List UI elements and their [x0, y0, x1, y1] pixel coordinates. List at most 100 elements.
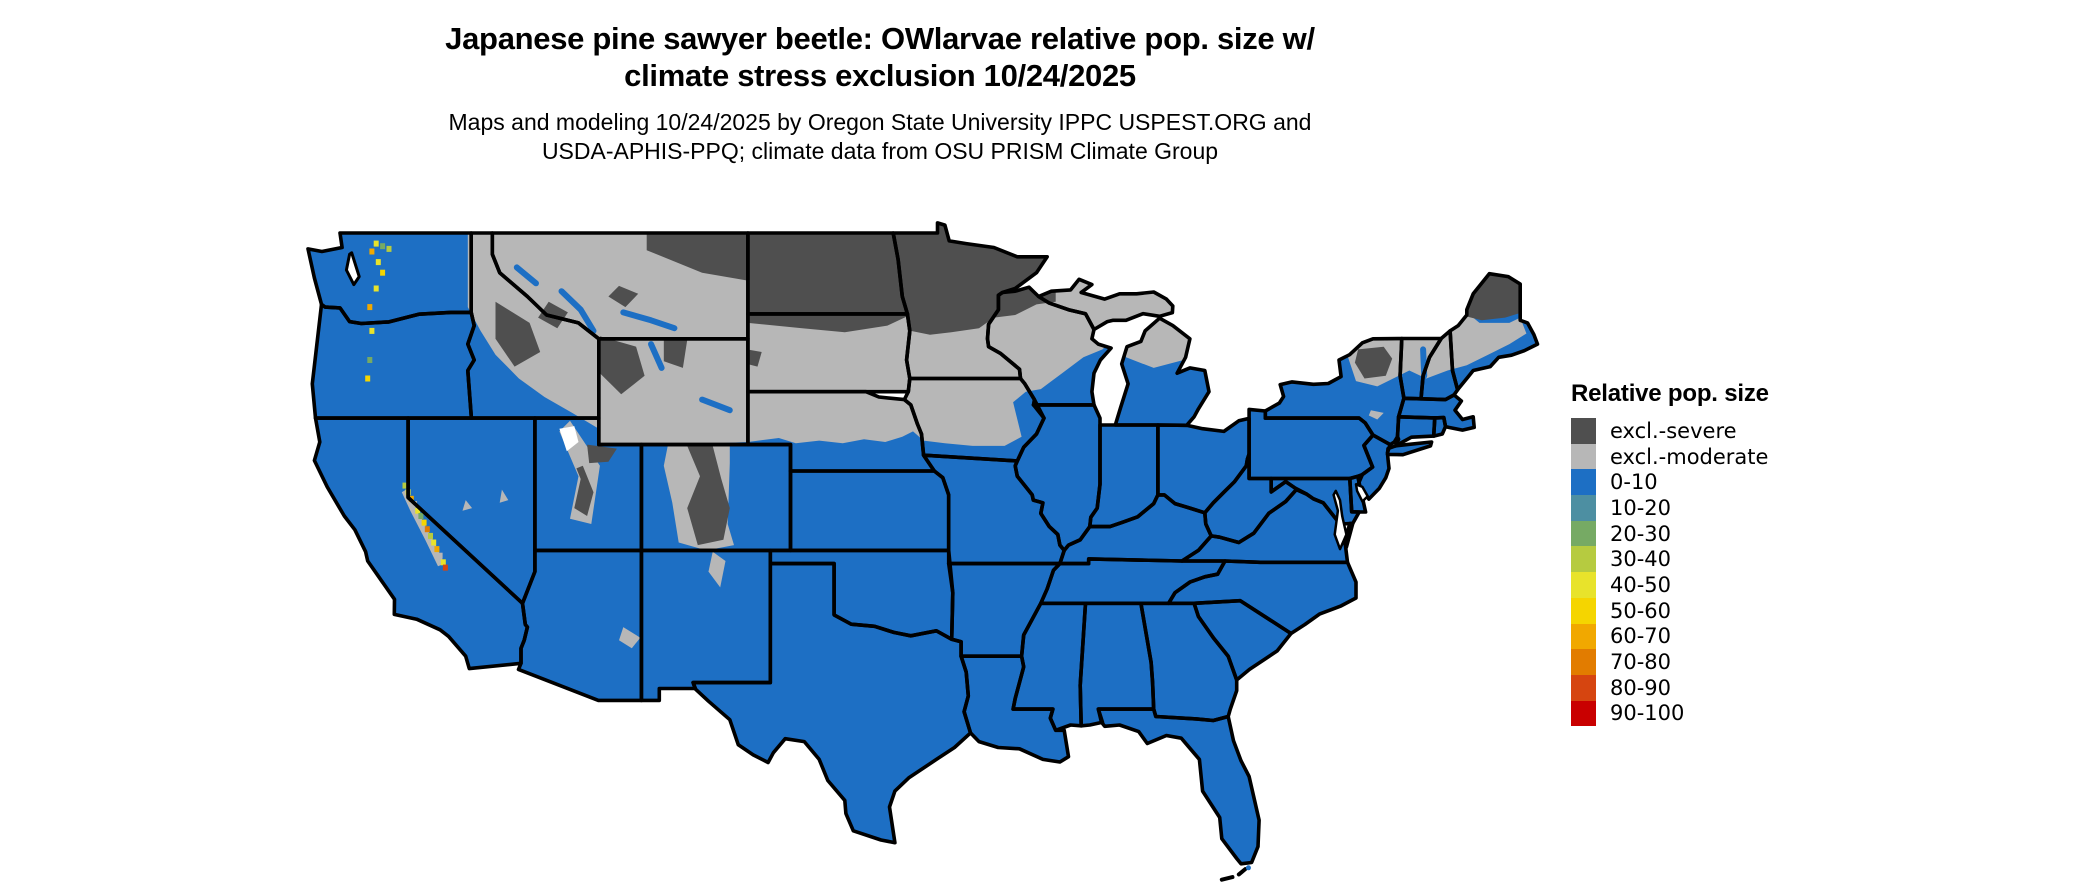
valley-accent	[699, 396, 733, 414]
legend-item: 40-50	[1571, 572, 1871, 598]
legend-label: 0-10	[1610, 470, 1658, 495]
legend-swatch	[1571, 649, 1596, 675]
excl-moderate-area	[499, 489, 509, 503]
high-value-speck	[428, 532, 433, 539]
legend-label: 50-60	[1610, 598, 1672, 623]
valley-accent	[648, 341, 665, 371]
legend-swatch	[1571, 546, 1596, 573]
excl-moderate-area	[1368, 410, 1384, 420]
excl-severe-area	[746, 349, 762, 367]
legend-swatch	[1571, 623, 1596, 650]
valley-accent	[513, 264, 539, 287]
legend-item: 20-30	[1571, 520, 1871, 547]
valley-accent	[620, 309, 678, 332]
high-value-speck	[380, 243, 386, 250]
high-value-speck	[424, 526, 430, 533]
high-value-speck	[442, 564, 448, 571]
florida-keys	[1236, 867, 1248, 877]
high-value-speck	[369, 327, 375, 334]
high-value-speck	[380, 269, 386, 276]
subtitle-line-2: USDA-APHIS-PPQ; climate data from OSU PR…	[541, 138, 1219, 164]
legend-label: excl.-severe	[1610, 418, 1737, 443]
subtitle-line-1: Maps and modeling 10/24/2025 by Oregon S…	[448, 109, 1312, 135]
legend-item: 30-40	[1571, 546, 1871, 573]
state-nc	[1166, 559, 1358, 636]
legend-items: excl.-severe excl.-moderate 0-10 10-20 20-30…	[1571, 418, 1871, 727]
legend-item: 80-90	[1571, 674, 1871, 701]
legend-item: 70-80	[1571, 649, 1871, 675]
high-value-speck	[373, 285, 379, 292]
excl-severe-area	[599, 336, 645, 395]
legend-label: 70-80	[1610, 650, 1672, 675]
legend-label: 30-40	[1610, 547, 1672, 572]
excl-severe-area	[587, 444, 617, 464]
legend-swatch	[1571, 597, 1596, 624]
legend-label: 40-50	[1610, 572, 1672, 597]
florida-keys-dot	[1245, 865, 1251, 871]
legend-label: 60-70	[1610, 624, 1672, 649]
legend-swatch	[1571, 572, 1596, 598]
high-value-speck	[373, 240, 379, 247]
legend-swatch	[1571, 495, 1596, 521]
title-line-1: Japanese pine sawyer beetle: OWlarvae re…	[445, 21, 1315, 56]
state-me	[1448, 271, 1540, 392]
legend: Relative pop. size excl.-severe excl.-mod…	[1571, 380, 1871, 727]
legend-swatch	[1571, 469, 1596, 496]
legend-label: 80-90	[1610, 675, 1672, 700]
excl-moderate-area	[462, 500, 473, 511]
legend-swatch	[1571, 418, 1596, 444]
state-li	[1385, 440, 1434, 457]
legend-item: 50-60	[1571, 597, 1871, 624]
excl-severe-area	[495, 301, 541, 367]
legend-item: 0-10	[1571, 469, 1871, 496]
water-body	[1354, 483, 1369, 503]
state-mil	[1113, 316, 1211, 428]
state-fl	[1096, 707, 1261, 866]
legend-label: 20-30	[1610, 521, 1672, 546]
excl-severe-area	[687, 445, 730, 546]
high-value-speck	[386, 245, 392, 252]
high-value-speck	[365, 375, 371, 382]
state-ny	[1263, 336, 1406, 447]
legend-label: 90-100	[1610, 701, 1685, 726]
figure-subtitle: Maps and modeling 10/24/2025 by Oregon S…	[0, 108, 1760, 166]
high-value-speck	[415, 507, 421, 514]
high-value-speck	[369, 248, 375, 255]
high-value-speck	[418, 513, 424, 519]
high-value-speck	[367, 357, 373, 363]
title-line-2: climate stress exclusion 10/24/2025	[624, 58, 1136, 93]
water-body	[1332, 489, 1348, 551]
great-salt-lake	[559, 426, 579, 452]
legend-label: 10-20	[1610, 495, 1672, 520]
figure-title: Japanese pine sawyer beetle: OWlarvae re…	[0, 20, 1760, 94]
legend-item: excl.-severe	[1571, 418, 1871, 444]
legend-swatch	[1571, 674, 1596, 701]
high-value-speck	[375, 259, 381, 266]
valley-accent	[558, 288, 597, 334]
legend-item: excl.-moderate	[1571, 443, 1871, 470]
legend-item: 10-20	[1571, 495, 1871, 521]
excl-moderate-area	[619, 627, 641, 649]
state-az	[516, 548, 644, 703]
excl-moderate-area	[401, 489, 445, 567]
excl-severe-area	[608, 285, 639, 308]
high-value-speck	[402, 482, 408, 489]
legend-label: excl.-moderate	[1610, 444, 1769, 469]
high-value-speck	[440, 559, 446, 566]
high-value-speck	[437, 552, 443, 559]
excl-severe-area	[574, 465, 594, 516]
legend-swatch	[1571, 443, 1596, 470]
state-miu	[1036, 277, 1175, 332]
water-body	[344, 251, 361, 287]
legend-item: 60-70	[1571, 623, 1871, 650]
high-value-speck	[431, 539, 437, 546]
excl-severe-area	[1354, 346, 1393, 379]
high-value-speck	[367, 304, 373, 311]
high-value-speck	[434, 546, 440, 553]
excl-moderate-area	[708, 551, 726, 588]
legend-swatch	[1571, 700, 1596, 727]
legend-swatch	[1571, 520, 1596, 547]
high-value-speck	[421, 519, 427, 526]
